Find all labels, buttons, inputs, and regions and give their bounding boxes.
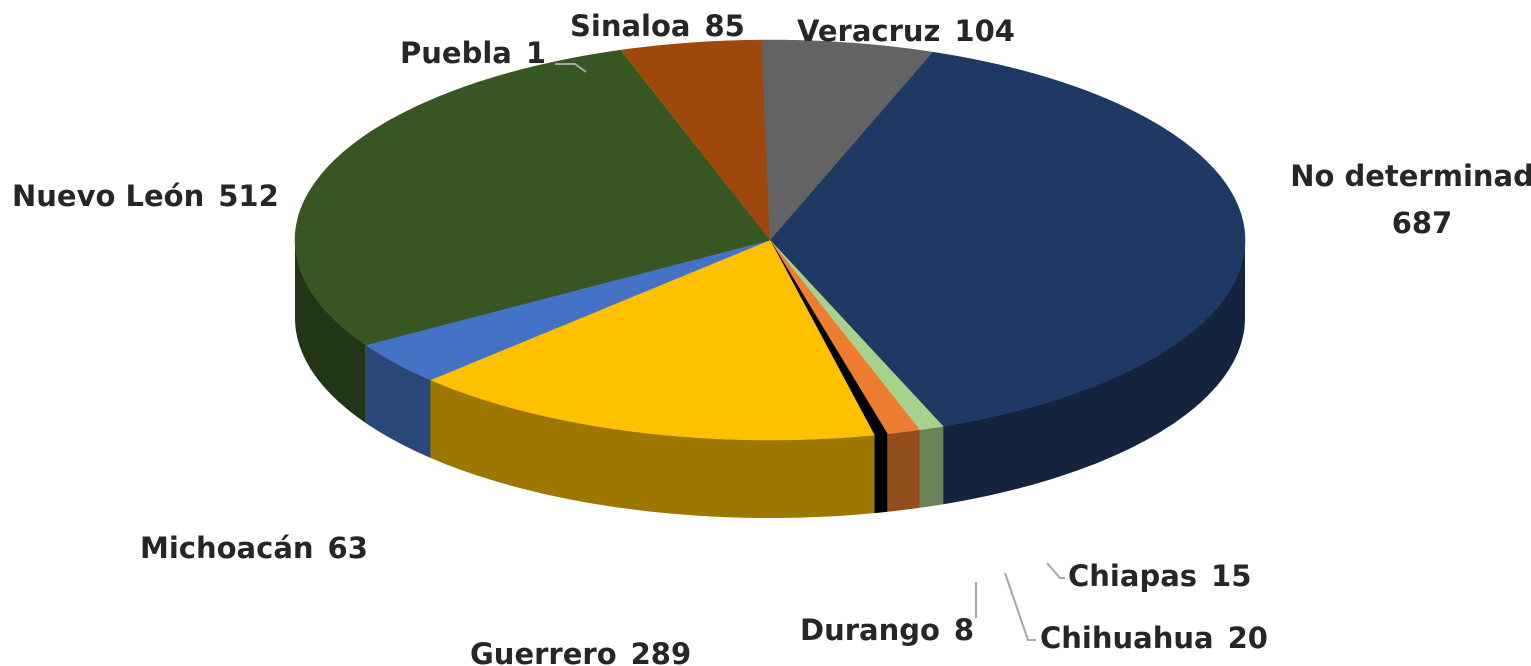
data-label-name: Nuevo León [12, 179, 204, 213]
data-label: Nuevo León 512 [12, 179, 279, 213]
data-label-value: 289 [631, 637, 692, 666]
data-label-value: 85 [704, 9, 744, 43]
data-label-name: Chiapas [1068, 559, 1197, 593]
data-label: Puebla 1 [400, 36, 546, 70]
data-label-name: Sinaloa [570, 9, 690, 43]
data-label-value: 8 [954, 613, 974, 647]
data-label-value: 20 [1228, 621, 1268, 655]
slice [769, 239, 920, 435]
data-label: Chiapas 15 [1068, 559, 1251, 593]
data-label: Sinaloa 85 [570, 9, 745, 43]
slice-side [887, 429, 920, 512]
slice [294, 49, 771, 346]
data-label-name: Veracruz [797, 14, 940, 48]
data-label-name: No determinado [1290, 159, 1531, 193]
slice [621, 39, 771, 241]
slice-side [919, 426, 944, 508]
data-label: Michoacán 63 [140, 531, 368, 565]
slice-side [295, 240, 366, 423]
data-label-name: Puebla [400, 36, 512, 70]
leader-line [555, 63, 587, 73]
data-label-value: 512 [218, 179, 279, 213]
data-label-name: Guerrero [470, 637, 617, 666]
data-label-value: 15 [1211, 559, 1251, 593]
leader-line [1046, 562, 1065, 579]
data-label: Chihuahua 20 [1040, 621, 1268, 655]
slice-side [874, 433, 888, 514]
slice-side [943, 240, 1245, 505]
slice [761, 39, 933, 241]
data-label: Guerrero 289 [470, 637, 691, 666]
slice-side [430, 379, 875, 518]
slice [769, 51, 1246, 427]
data-label-name: Michoacán [140, 531, 314, 565]
slice-side [365, 345, 431, 458]
data-label-value: 104 [954, 14, 1015, 48]
data-label: Durango 8 [800, 613, 974, 647]
slice [429, 239, 875, 441]
slice [365, 239, 771, 381]
data-label-name: Chihuahua [1040, 621, 1214, 655]
data-label-name: Durango [800, 613, 940, 647]
data-label-value: 1 [526, 36, 546, 70]
data-label-value: 687 [1392, 206, 1453, 240]
leader-line [1004, 572, 1036, 641]
data-label-value: 63 [328, 531, 368, 565]
data-label: Veracruz 104 [797, 14, 1015, 48]
